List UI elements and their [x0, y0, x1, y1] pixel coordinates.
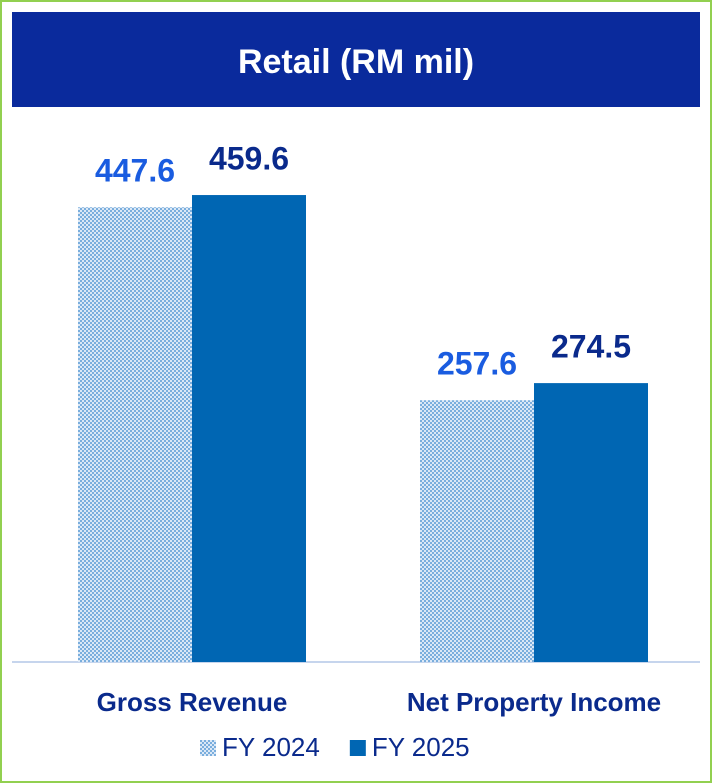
legend-label: FY 2025: [372, 732, 470, 762]
data-label: 459.6: [209, 140, 289, 176]
legend-swatch: [349, 740, 366, 756]
chart-title: Retail (RM mil): [238, 43, 474, 81]
data-label: 257.6: [437, 346, 517, 382]
legend-swatch: [200, 740, 216, 756]
data-label: 274.5: [551, 329, 631, 365]
legend-label: FY 2024: [222, 732, 320, 762]
bar: [534, 383, 648, 662]
x-tick-label: Gross Revenue: [97, 687, 288, 717]
bar: [420, 400, 534, 662]
data-label: 447.6: [95, 153, 175, 189]
bar: [192, 195, 306, 663]
title-banner: [12, 12, 700, 107]
bar: [78, 207, 192, 662]
x-tick-label: Net Property Income: [407, 687, 661, 717]
